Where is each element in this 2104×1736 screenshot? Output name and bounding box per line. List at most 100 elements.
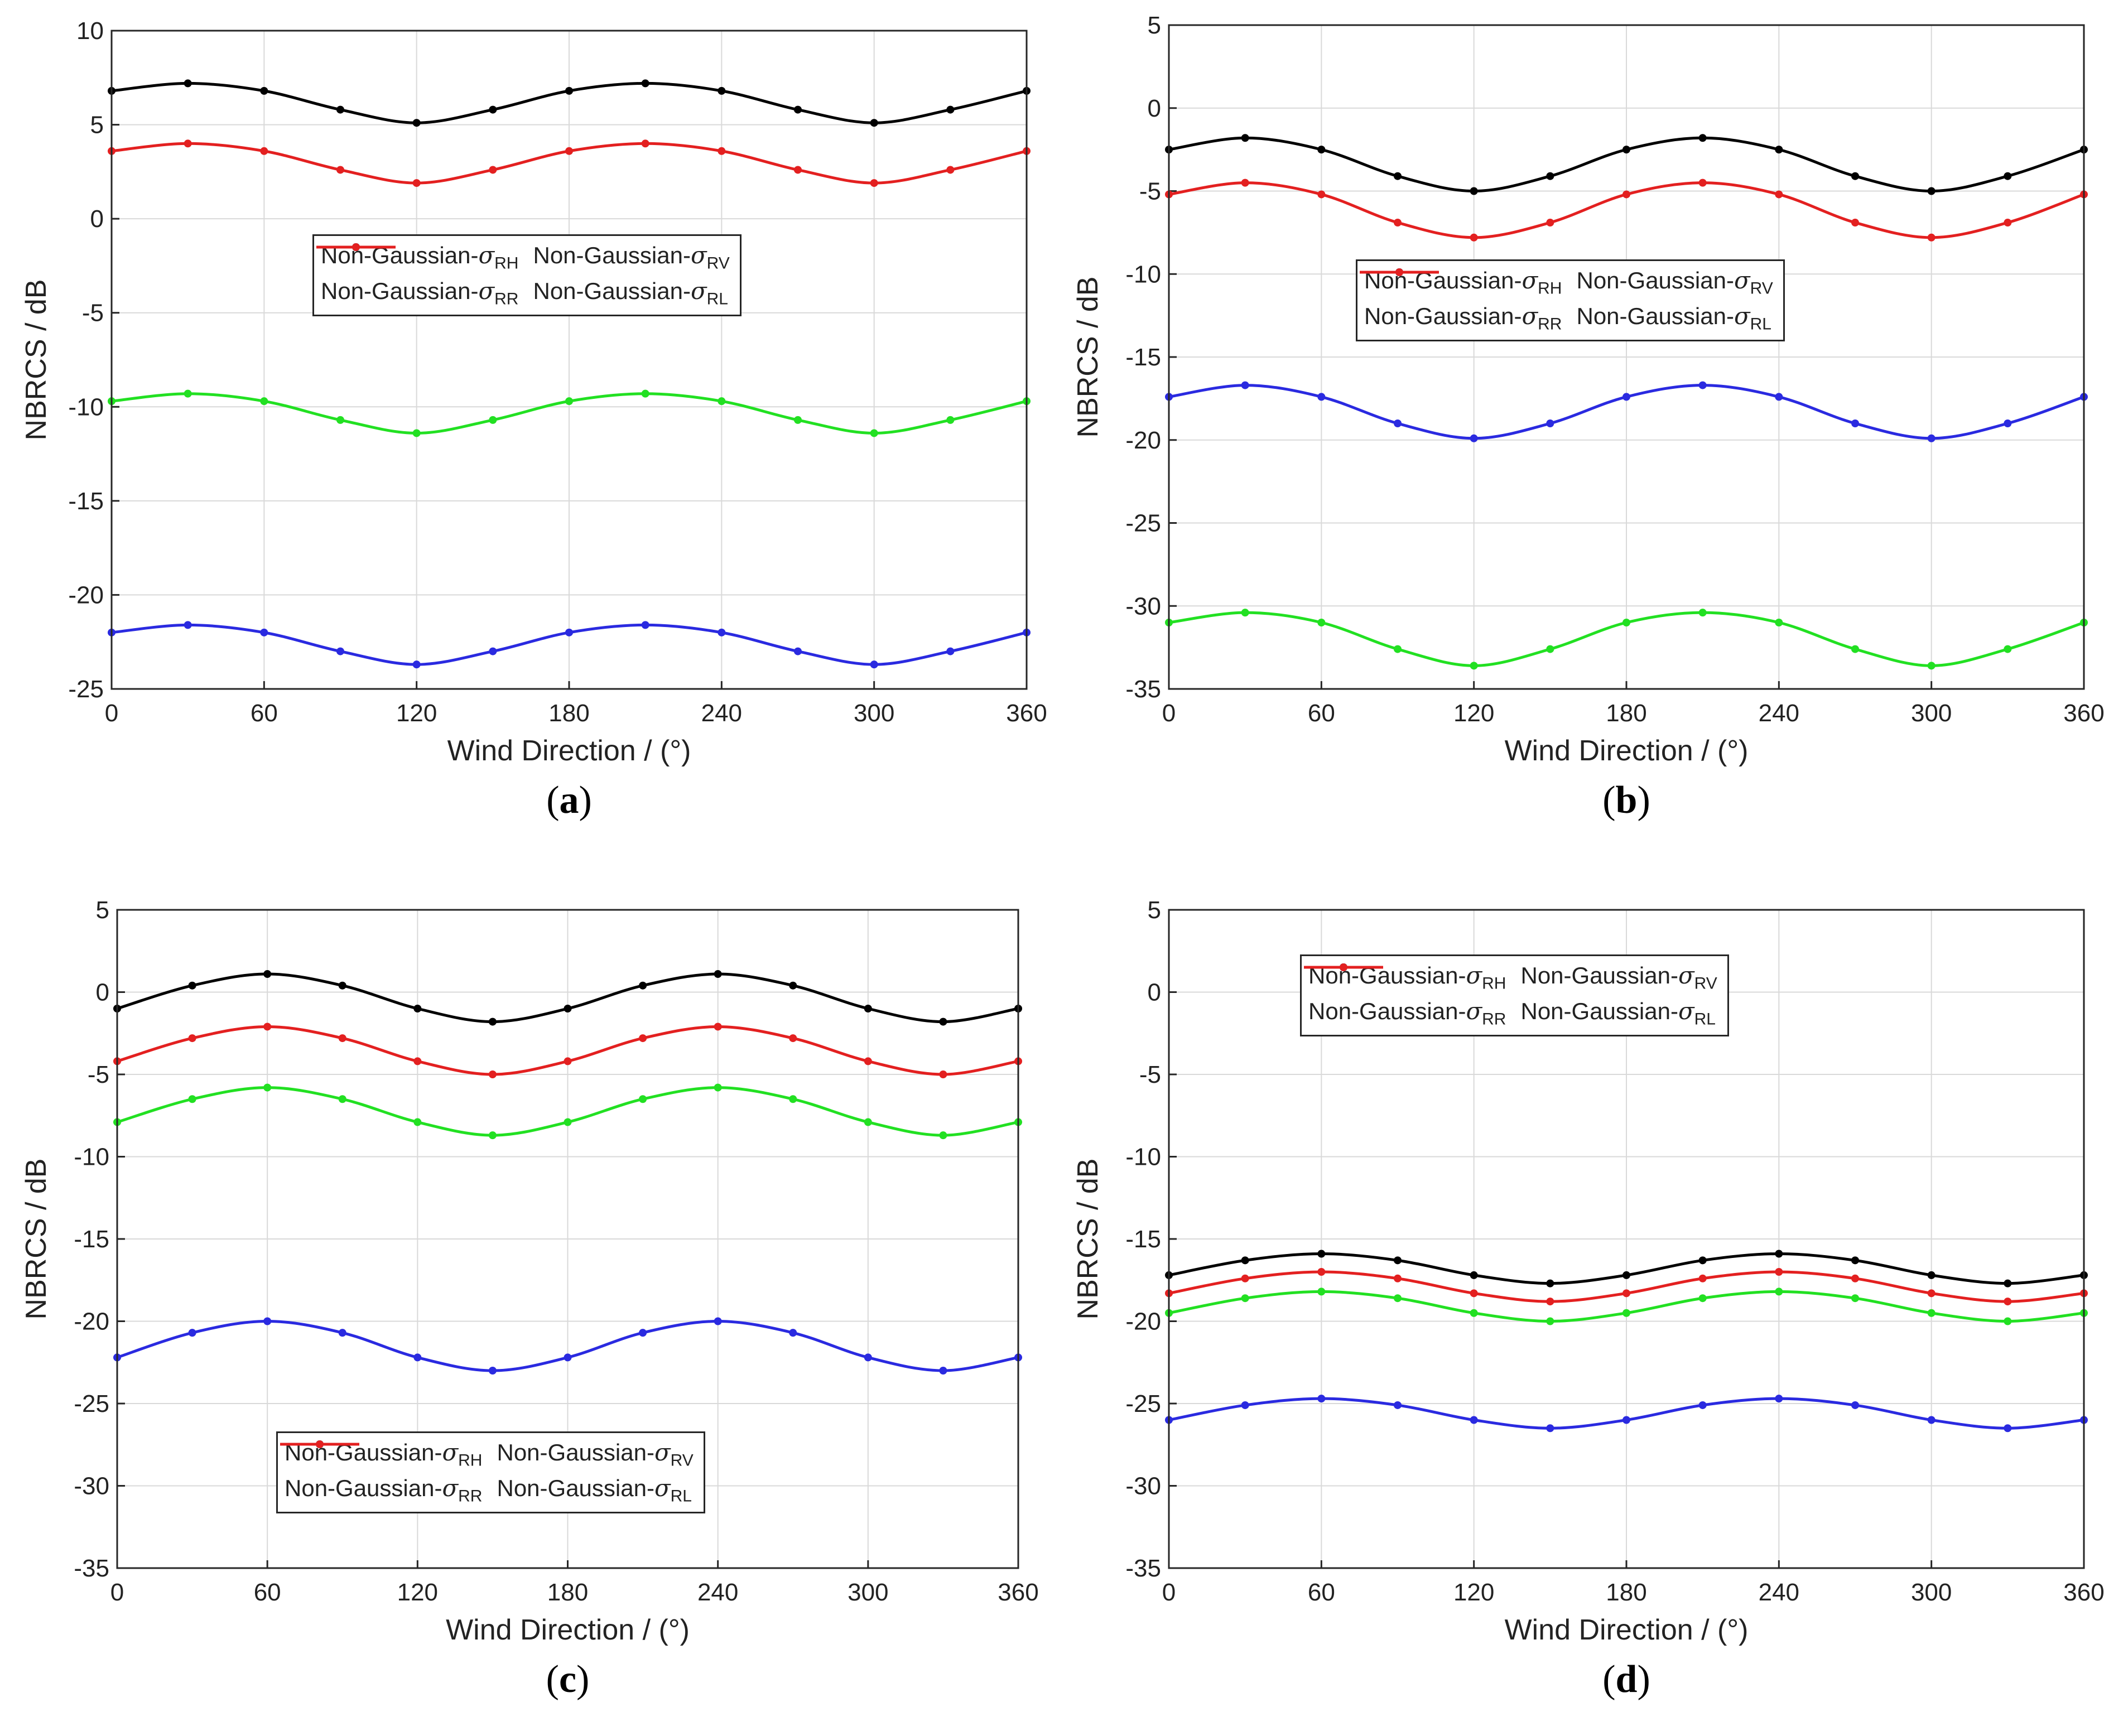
data-point-rv <box>1241 1294 1249 1303</box>
data-point-rv <box>946 416 955 424</box>
y-tick-label: -30 <box>1125 1473 1161 1500</box>
y-tick-label: -25 <box>1125 510 1161 537</box>
y-axis-label: NBRCS / dB <box>1072 1159 1104 1320</box>
data-point-rl <box>1546 219 1554 227</box>
data-point-rl <box>489 166 497 174</box>
data-point-rh <box>946 105 955 114</box>
chart-svg-c: 0 60 120 180 240 300 360 5 0 -5 -10 -15 -20 -25 -30 -35… <box>20 896 1039 1646</box>
data-point-rl <box>714 1023 722 1031</box>
data-point-rv <box>1241 609 1249 617</box>
data-point-rv <box>263 1083 272 1092</box>
data-point-rv <box>1317 619 1326 626</box>
legend-swatch-rl <box>280 1440 359 1448</box>
data-point-rh <box>1470 187 1478 195</box>
data-point-rr <box>336 647 344 655</box>
data-point-rh <box>1775 1250 1783 1258</box>
x-tick-label: 240 <box>697 1579 738 1606</box>
x-tick-label: 120 <box>1453 700 1494 727</box>
data-point-rr <box>565 628 573 636</box>
chart-svg-b: 0 60 120 180 240 300 360 5 0 -5 -10 -15 -20 -25 -30 -35… <box>1072 12 2103 767</box>
legend-label-rv: Non-Gaussian-σRV <box>497 1439 694 1470</box>
chart-panel-c: 0 60 120 180 240 300 360 5 0 -5 -10 -15 -20 -25 -30 -35… <box>0 868 1052 1736</box>
data-point-rr <box>1622 1416 1630 1424</box>
data-point-rh <box>1546 1279 1554 1287</box>
data-point-rl <box>1241 1274 1249 1282</box>
data-point-rh <box>1927 187 1936 195</box>
data-point-rr <box>413 1353 422 1362</box>
y-tick-label: 10 <box>76 17 104 45</box>
data-point-rr <box>564 1353 572 1362</box>
data-point-rr <box>338 1329 346 1337</box>
data-point-rl <box>260 147 268 155</box>
data-point-rl <box>946 166 955 174</box>
y-tick-label: 5 <box>1148 12 1161 39</box>
y-tick-label: -10 <box>68 393 104 421</box>
y-tick-label: -10 <box>1125 261 1161 288</box>
data-point-rl <box>1317 190 1326 199</box>
x-tick-label: 0 <box>1162 1579 1176 1606</box>
y-tick-label: -20 <box>74 1308 109 1335</box>
data-point-rr <box>2004 1424 2012 1433</box>
data-point-rr <box>939 1367 947 1375</box>
data-point-rl <box>1470 1289 1478 1298</box>
data-point-rr <box>870 660 878 669</box>
data-point-rh <box>1927 1271 1936 1279</box>
legend-label-rr: Non-Gaussian-σRR <box>321 277 519 308</box>
data-point-rv <box>939 1131 947 1140</box>
data-point-rv <box>336 416 344 424</box>
legend-swatch-rl <box>1304 963 1383 971</box>
legend: Non-Gaussian-σRH Non-Gaussian-σRV Non-Gaus… <box>1356 259 1785 341</box>
legend-entry-rr: Non-Gaussian-σRR <box>1360 268 1562 334</box>
data-point-rr <box>794 647 802 655</box>
data-point-rv <box>565 397 573 406</box>
data-point-rr <box>1698 1401 1707 1409</box>
data-point-rl <box>1317 1268 1326 1276</box>
data-point-rl <box>1622 1289 1630 1298</box>
data-point-rh <box>1394 172 1402 180</box>
data-point-rr <box>1775 393 1783 401</box>
data-point-rh <box>1546 172 1554 180</box>
x-tick-label: 180 <box>1606 700 1646 727</box>
x-tick-label: 180 <box>1606 1579 1646 1606</box>
data-point-rl <box>2004 219 2012 227</box>
data-point-rv <box>789 1095 797 1103</box>
y-tick-label: -30 <box>74 1473 109 1500</box>
chart-panel-d: 0 60 120 180 240 300 360 5 0 -5 -10 -15 -20 -25 -30 -35… <box>1052 868 2103 1736</box>
legend-entry-rl: Non-Gaussian-σRL <box>1360 268 1773 334</box>
data-point-rr <box>412 660 421 669</box>
data-point-rv <box>188 1095 196 1103</box>
legend-entry-rv: Non-Gaussian-σRV <box>1304 962 1717 993</box>
data-point-rv <box>1698 1294 1707 1303</box>
x-tick-label: 240 <box>1759 1579 1799 1606</box>
data-point-rh <box>1241 1256 1249 1265</box>
data-point-rh <box>338 981 346 990</box>
x-tick-label: 360 <box>2063 1579 2103 1606</box>
data-point-rv <box>184 389 192 398</box>
panel-caption: (a) <box>546 779 592 822</box>
legend: Non-Gaussian-σRH Non-Gaussian-σRV Non-Gaus… <box>1300 954 1729 1036</box>
data-point-rv <box>413 1118 422 1126</box>
data-point-rr <box>641 621 649 629</box>
data-point-rh <box>336 105 344 114</box>
data-point-rh <box>565 86 573 95</box>
axes-frame <box>110 30 1028 690</box>
axes-frame <box>1168 909 2085 1569</box>
legend-entry-rl: Non-Gaussian-σRL <box>1304 963 1717 1029</box>
data-point-rl <box>1775 190 1783 199</box>
data-point-rv <box>1851 645 1859 653</box>
data-point-rr <box>489 647 497 655</box>
x-tick-label: 0 <box>1162 700 1176 727</box>
data-point-rh <box>1851 1256 1859 1265</box>
data-point-rr <box>1851 1401 1859 1409</box>
x-axis-label: Wind Direction / (°) <box>446 1614 690 1646</box>
legend-entry-rr: Non-Gaussian-σRR <box>1304 963 1506 1029</box>
data-point-rl <box>789 1034 797 1043</box>
data-point-rl <box>336 166 344 174</box>
data-point-rl <box>870 179 878 187</box>
data-point-rr <box>864 1353 872 1362</box>
data-point-rr <box>2004 419 2012 427</box>
legend-label-rr: Non-Gaussian-σRR <box>1364 302 1562 334</box>
legend-label-rr: Non-Gaussian-σRR <box>1308 997 1506 1029</box>
legend-label-rv: Non-Gaussian-σRV <box>1520 962 1717 993</box>
data-point-rh <box>2004 172 2012 180</box>
